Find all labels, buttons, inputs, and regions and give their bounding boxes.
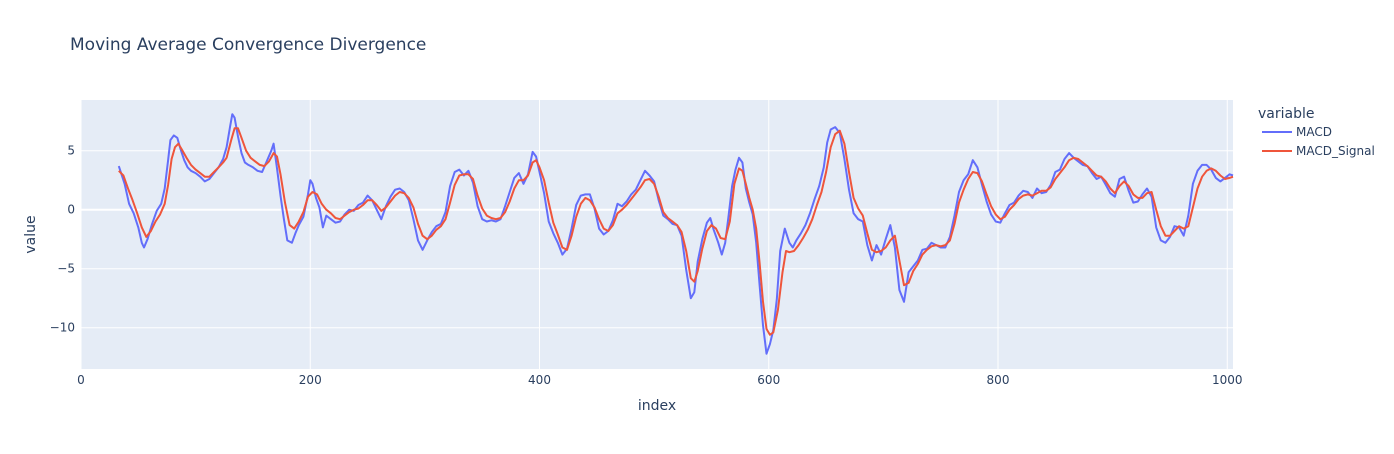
y-tick-label: 0 — [67, 203, 75, 217]
x-tick-label: 200 — [299, 373, 322, 387]
x-tick-label: 600 — [757, 373, 780, 387]
y-tick-label: −10 — [50, 321, 75, 335]
legend-label-macd-signal: MACD_Signal — [1296, 144, 1375, 158]
y-axis-title: value — [23, 215, 39, 253]
plot-background — [81, 100, 1233, 369]
series-lines — [117, 113, 1234, 355]
x-tick-label: 1000 — [1212, 373, 1243, 387]
y-tick-label: 5 — [67, 144, 75, 158]
legend-item-macd[interactable]: MACD — [1262, 125, 1332, 139]
legend-item-macd-signal[interactable]: MACD_Signal — [1262, 144, 1375, 158]
x-tick-label: 800 — [987, 373, 1010, 387]
tick-labels: 0 200 400 600 800 1000 −10 −5 0 5 — [50, 144, 1243, 387]
legend-label-macd: MACD — [1296, 125, 1332, 139]
x-tick-label: 0 — [77, 373, 85, 387]
y-tick-label: −5 — [57, 262, 75, 276]
legend-title: variable — [1258, 106, 1314, 122]
chart-title: Moving Average Convergence Divergence — [70, 35, 426, 55]
x-tick-label: 400 — [528, 373, 551, 387]
grid-lines — [80, 100, 1233, 369]
series-line-macd-signal[interactable] — [118, 127, 1234, 336]
x-axis-title: index — [638, 398, 676, 414]
legend: variable MACD MACD_Signal — [1258, 106, 1375, 158]
